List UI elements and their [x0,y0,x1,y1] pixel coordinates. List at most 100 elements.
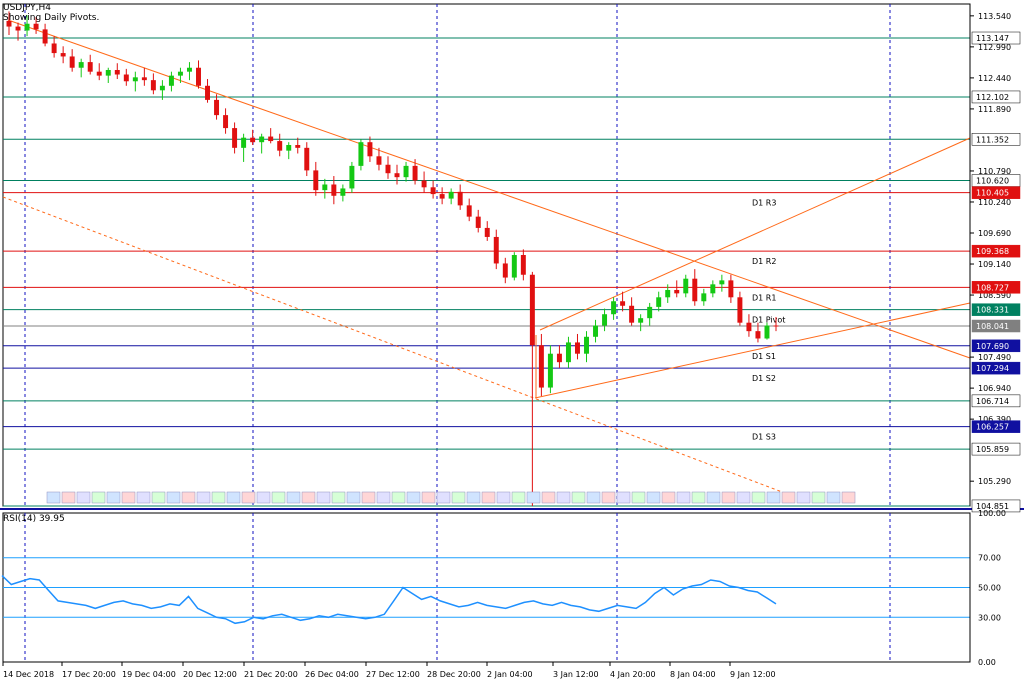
candle[interactable] [584,336,589,354]
candle[interactable] [746,322,752,332]
candle[interactable] [412,165,418,181]
candle[interactable] [403,165,409,178]
candle[interactable] [132,77,138,82]
candle[interactable] [141,77,147,81]
candle[interactable] [69,56,75,68]
candle[interactable] [241,137,247,148]
candle[interactable] [692,278,698,302]
candle[interactable] [620,301,626,306]
candle[interactable] [87,62,93,72]
candle[interactable] [33,23,39,30]
candle[interactable] [484,227,490,237]
price-level-tag[interactable] [971,499,1021,513]
candle[interactable] [421,180,427,188]
candle[interactable] [331,184,337,196]
candle[interactable] [24,23,30,31]
candle[interactable] [349,165,355,189]
candle[interactable] [547,353,553,388]
candle[interactable] [376,156,382,165]
price-level-tag[interactable] [971,339,1021,353]
candle[interactable] [6,20,12,27]
candle[interactable] [638,318,644,323]
candle[interactable] [719,280,725,285]
candle[interactable] [322,184,328,191]
candle[interactable] [250,137,256,143]
candle[interactable] [78,62,84,68]
price-level-tag[interactable] [971,319,1021,333]
candle[interactable] [313,170,319,191]
candle[interactable] [565,342,571,363]
candle[interactable] [42,29,48,44]
candle[interactable] [214,99,220,116]
candle[interactable] [448,191,454,199]
price-level-tag[interactable] [971,133,1021,146]
candle[interactable] [629,305,635,323]
candle[interactable] [177,71,183,76]
price-level-tag[interactable] [971,361,1021,375]
candle[interactable] [593,325,599,337]
rsi-panel[interactable]: 100.00 70.00 50.00 30.00 0.00 [1,509,1006,667]
candle[interactable] [15,26,21,31]
candle[interactable] [674,289,680,294]
candle[interactable] [159,85,165,91]
candle[interactable] [340,188,346,196]
candle[interactable] [520,255,526,275]
candle[interactable] [304,147,310,171]
candle[interactable] [232,128,238,148]
price-level-tag[interactable] [971,186,1021,199]
candle[interactable] [511,255,517,278]
candlestick-series[interactable] [6,11,779,506]
candle[interactable] [358,142,364,166]
price-level-tag[interactable] [971,442,1021,456]
candle[interactable] [728,280,734,298]
candle[interactable] [502,263,508,278]
candle[interactable] [430,187,436,195]
candle[interactable] [475,216,481,228]
price-level-tag[interactable] [971,31,1021,45]
candle[interactable] [60,53,66,57]
candle[interactable] [205,85,210,100]
candle[interactable] [647,306,653,319]
candle[interactable] [538,345,544,388]
candle[interactable] [105,69,111,76]
candle[interactable] [295,145,301,148]
candle[interactable] [493,236,499,264]
price-level-tag[interactable] [971,394,1021,408]
candle[interactable] [457,191,463,206]
candle[interactable] [611,301,617,315]
candle[interactable] [268,136,274,142]
candle[interactable] [196,67,201,86]
candle[interactable] [223,115,229,129]
candle[interactable] [439,194,445,199]
candle[interactable] [96,71,102,76]
candle[interactable] [665,289,671,298]
candle[interactable] [737,297,743,323]
candle[interactable] [186,67,192,72]
candle[interactable] [114,69,120,75]
candle[interactable] [602,314,608,326]
candle[interactable] [150,80,156,91]
candle[interactable] [773,325,779,327]
candle[interactable] [394,173,400,178]
price-level-tag[interactable] [971,90,1021,104]
rsi-line[interactable] [1,575,777,625]
price-axis[interactable]: 113.540 112.990 112.440 111.890 110.790 110.2… [969,4,1021,513]
price-level-tag[interactable] [971,420,1021,433]
candle[interactable] [656,297,662,307]
candle[interactable] [575,342,580,354]
candle[interactable] [277,141,283,151]
price-level-tag[interactable] [971,303,1021,316]
candle[interactable] [286,145,292,151]
candle[interactable] [701,293,707,302]
candle[interactable] [123,74,129,82]
candle[interactable] [556,353,562,363]
candle[interactable] [367,142,373,157]
candle[interactable] [710,284,716,294]
price-level-tag[interactable] [971,244,1021,258]
candle[interactable] [385,164,391,174]
candle[interactable] [683,278,689,294]
price-level-tag[interactable] [971,281,1021,294]
candle[interactable] [168,75,174,86]
candle[interactable] [466,205,472,217]
